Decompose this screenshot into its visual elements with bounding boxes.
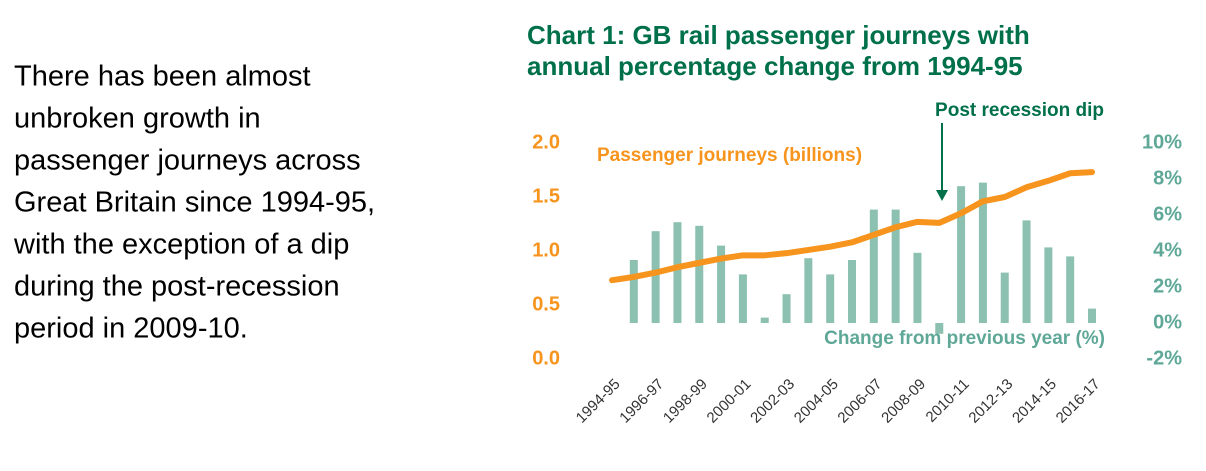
x-tick-label: 2008-09 xyxy=(878,376,929,427)
chart-title: Chart 1: GB rail passenger journeys with xyxy=(527,20,1030,50)
y-tick-label: 0.5 xyxy=(532,293,560,315)
bar xyxy=(869,209,878,323)
bar xyxy=(935,323,944,334)
paragraph-line: period in 2009-10. xyxy=(14,313,248,345)
bar xyxy=(782,294,791,323)
arrow-head xyxy=(936,190,948,201)
bar xyxy=(848,260,856,323)
bar xyxy=(651,231,660,323)
bar xyxy=(913,252,922,323)
y-tick-label: 1.5 xyxy=(532,185,560,207)
x-tick-label: 2004-05 xyxy=(791,376,842,427)
x-tick-label: 2010-11 xyxy=(923,376,973,426)
x-tick-label: 2014-15 xyxy=(1009,376,1060,427)
bar xyxy=(629,260,638,323)
legend-label: Passenger journeys (billions) xyxy=(597,145,862,166)
bar xyxy=(891,209,900,323)
annotation: Post recession dip xyxy=(935,100,1104,121)
bar xyxy=(957,186,966,323)
bar xyxy=(1088,308,1096,323)
paragraph-line: unbroken growth in xyxy=(14,103,261,135)
y2-tick-label: 2% xyxy=(1153,275,1182,297)
y2-tick-label: 0% xyxy=(1153,311,1182,333)
bar xyxy=(673,222,682,323)
paragraph-line: during the post-recession xyxy=(14,271,340,303)
y2-tick-label: 4% xyxy=(1153,239,1182,261)
bar xyxy=(1066,256,1075,323)
chart-title: annual percentage change from 1994-95 xyxy=(527,51,1023,81)
bar xyxy=(717,245,726,323)
x-tick-label: 2012-13 xyxy=(965,376,1016,427)
x-tick-label: 2016-17 xyxy=(1053,376,1104,427)
bar xyxy=(978,182,987,323)
bar xyxy=(826,274,835,323)
paragraph-line: Great Britain since 1994-95, xyxy=(14,187,375,219)
y2-tick-label: 8% xyxy=(1153,167,1182,189)
x-tick-label: 2002-03 xyxy=(747,376,798,427)
x-tick-label: 1994-95 xyxy=(573,376,624,427)
y2-tick-label: -2% xyxy=(1146,347,1182,369)
bar xyxy=(760,317,769,323)
y2-tick-label: 10% xyxy=(1142,131,1182,153)
y-tick-label: 0.0 xyxy=(532,347,560,369)
bar xyxy=(1044,247,1053,323)
x-tick-label: 1998-99 xyxy=(660,376,711,427)
bar xyxy=(1022,220,1031,323)
x-tick-label: 2000-01 xyxy=(704,376,755,427)
paragraph-line: with the exception of a dip xyxy=(13,229,349,261)
x-tick-label: 1996-97 xyxy=(616,376,667,427)
y-tick-label: 1.0 xyxy=(532,239,560,261)
paragraph-line: passenger journeys across xyxy=(14,145,361,177)
bar xyxy=(738,274,747,323)
legend-label: Change from previous year (%) xyxy=(824,328,1105,349)
line xyxy=(609,169,1095,284)
x-tick-label: 2006-07 xyxy=(834,376,885,427)
bar xyxy=(695,225,704,323)
y-tick-label: 2.0 xyxy=(532,131,560,153)
y2-tick-label: 6% xyxy=(1153,203,1182,225)
paragraph-line: There has been almost xyxy=(14,61,311,93)
bar xyxy=(1000,272,1009,323)
bar xyxy=(804,258,813,323)
